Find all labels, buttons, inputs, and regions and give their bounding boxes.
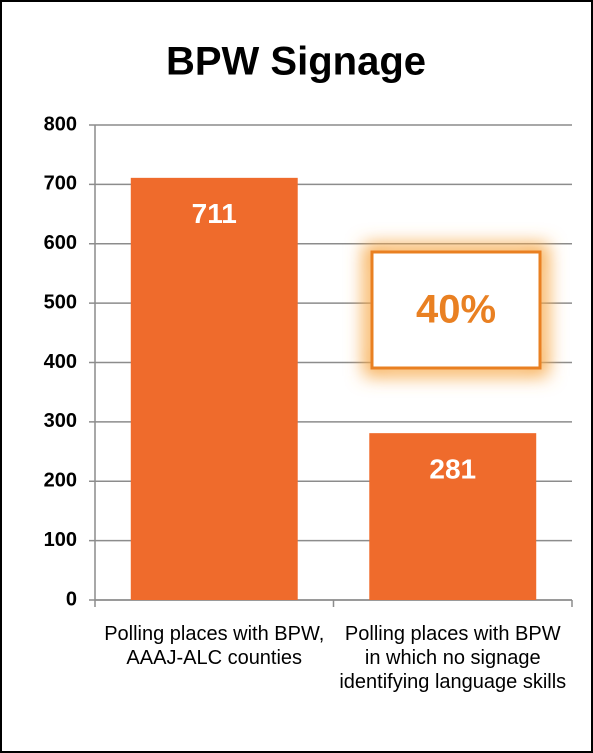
- x-tick-label: Polling places with BPW, AAAJ-ALC counti…: [104, 623, 325, 669]
- y-tick-label: 700: [44, 173, 77, 195]
- data-label: 281: [429, 454, 476, 485]
- annotation-box: [370, 250, 542, 370]
- bar: [369, 433, 537, 600]
- y-tick-label: 500: [44, 291, 77, 313]
- y-tick-label: 0: [66, 588, 77, 610]
- y-tick-label: 200: [44, 470, 77, 492]
- annotation-text: 40%: [416, 288, 496, 332]
- chart-title: BPW Signage: [166, 40, 426, 84]
- y-tick-label: 300: [44, 410, 77, 432]
- x-tick-label: Polling places with BPW in which no sign…: [339, 623, 567, 693]
- y-tick-label: 800: [44, 113, 77, 135]
- y-tick-label: 400: [44, 351, 77, 373]
- y-tick-label: 100: [44, 529, 77, 551]
- y-tick-label: 600: [44, 232, 77, 254]
- bar: [130, 177, 298, 600]
- data-label: 711: [192, 198, 237, 229]
